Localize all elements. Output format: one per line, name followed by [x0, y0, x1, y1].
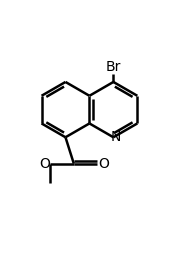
Text: O: O: [98, 157, 109, 171]
Text: N: N: [110, 130, 121, 144]
Text: Br: Br: [106, 60, 121, 74]
Text: O: O: [39, 157, 50, 171]
